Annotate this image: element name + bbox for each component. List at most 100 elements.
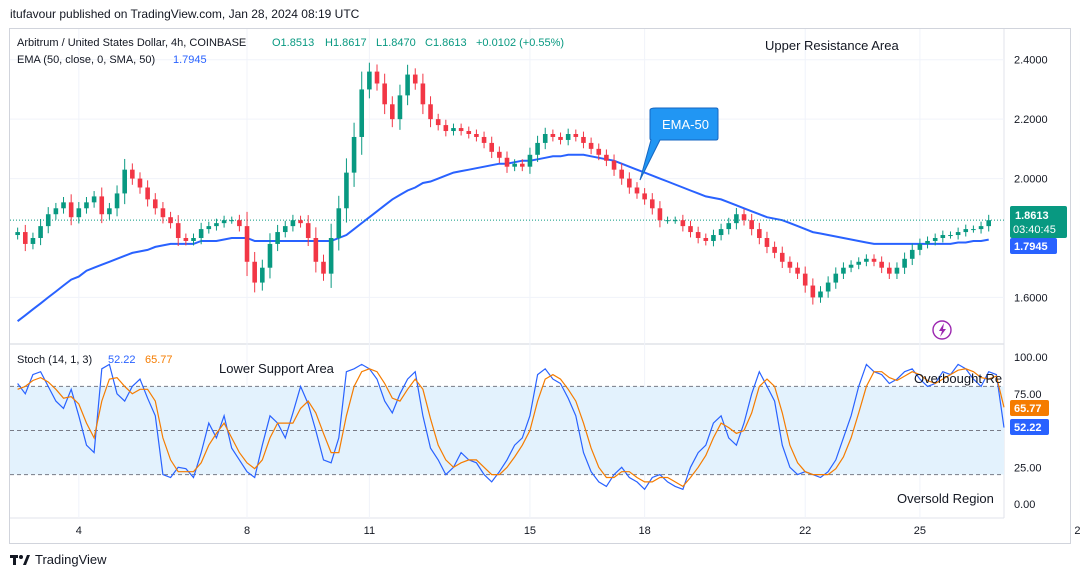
candle-body: [76, 208, 82, 218]
candle: [191, 233, 196, 246]
price-tag-last-value: 1.8613: [1015, 210, 1049, 222]
candle: [879, 256, 884, 274]
candle-body: [145, 187, 150, 200]
candle-body: [535, 142, 540, 155]
candle: [917, 238, 923, 256]
candle: [726, 217, 732, 235]
candle-body: [871, 258, 877, 262]
candle: [772, 241, 777, 259]
candle: [718, 223, 724, 241]
candle: [504, 151, 510, 173]
candle-body: [68, 202, 74, 218]
footer-logo[interactable]: TradingView: [10, 552, 107, 567]
candle-body: [275, 232, 280, 244]
candle: [160, 202, 166, 224]
candle-body: [779, 252, 785, 262]
candle-body: [963, 229, 969, 233]
candle-body: [588, 142, 594, 149]
candle-body: [565, 134, 571, 140]
candle-body: [305, 223, 311, 238]
candle: [275, 224, 280, 252]
candle: [565, 128, 571, 146]
candle: [290, 214, 296, 232]
upper-resistance-label: Upper Resistance Area: [765, 38, 899, 53]
candle: [680, 214, 686, 232]
price-tag-countdown: 03:40:45: [1013, 224, 1056, 236]
candle: [99, 187, 105, 224]
candle: [711, 229, 716, 247]
candle: [68, 194, 74, 226]
candle: [734, 207, 739, 230]
candle-body: [489, 142, 495, 152]
candle: [221, 215, 227, 228]
candle-body: [183, 238, 189, 241]
candle-body: [130, 169, 135, 179]
time-tick-label: 29: [1074, 525, 1080, 537]
candle-body: [741, 214, 747, 221]
candle-body: [971, 229, 976, 231]
candle: [787, 256, 793, 274]
candle: [397, 84, 403, 130]
candle-body: [53, 208, 59, 215]
candle: [229, 216, 235, 224]
candle-body: [382, 83, 387, 105]
candle-body: [191, 238, 196, 241]
candle: [902, 252, 907, 274]
candle-body: [825, 282, 831, 292]
candle: [45, 207, 51, 234]
candle-body: [627, 178, 632, 188]
ema-layer: [10, 153, 1004, 322]
candle-body: [542, 134, 548, 143]
candle: [30, 232, 36, 250]
candle-body: [757, 229, 762, 238]
candle: [214, 218, 219, 231]
candle: [932, 233, 938, 246]
candle-body: [328, 238, 334, 274]
lightning-icon[interactable]: [932, 320, 952, 340]
legend-close: C1.8613: [425, 37, 467, 49]
candle: [519, 159, 525, 172]
axis-labels: 2.4000 2.2000 2.0000 1.6000 4 8 11 15 18 22 25 29 10…: [76, 55, 1080, 537]
candle: [535, 135, 540, 162]
candle-body: [810, 285, 816, 298]
candle: [168, 211, 173, 229]
candle-body: [198, 229, 204, 238]
candle-body: [374, 71, 380, 84]
candle: [443, 119, 449, 137]
candle: [688, 220, 693, 238]
candle-body: [290, 220, 296, 227]
legend-low: L1.8470: [376, 37, 416, 49]
candle-body: [665, 220, 670, 222]
candle-body: [22, 232, 28, 244]
candle-body: [634, 187, 640, 194]
candle-body: [909, 249, 915, 259]
candle-body: [45, 214, 51, 227]
candle: [512, 159, 517, 172]
candle: [550, 129, 556, 142]
candle: [412, 68, 418, 90]
candle-body: [474, 134, 479, 137]
candle: [825, 276, 831, 298]
tradingview-icon: [10, 554, 30, 565]
candle-body: [512, 163, 517, 167]
candle: [657, 201, 663, 228]
oversold-label: Oversold Region: [897, 491, 994, 506]
candle: [91, 191, 97, 208]
price-tick-label: 2.4000: [1014, 55, 1048, 67]
candle: [114, 185, 120, 217]
candle-body: [237, 220, 242, 227]
candle-body: [680, 220, 686, 227]
candle-body: [672, 220, 678, 222]
candle: [963, 224, 969, 237]
candle: [649, 193, 655, 215]
candle-body: [252, 261, 257, 283]
candle: [367, 62, 372, 99]
candle-body: [657, 208, 663, 221]
candle-body: [818, 291, 823, 298]
candle: [244, 211, 250, 277]
stoch-k-line: [17, 363, 1005, 491]
candle: [856, 257, 862, 270]
candle-body: [160, 208, 166, 218]
candle: [611, 154, 617, 176]
